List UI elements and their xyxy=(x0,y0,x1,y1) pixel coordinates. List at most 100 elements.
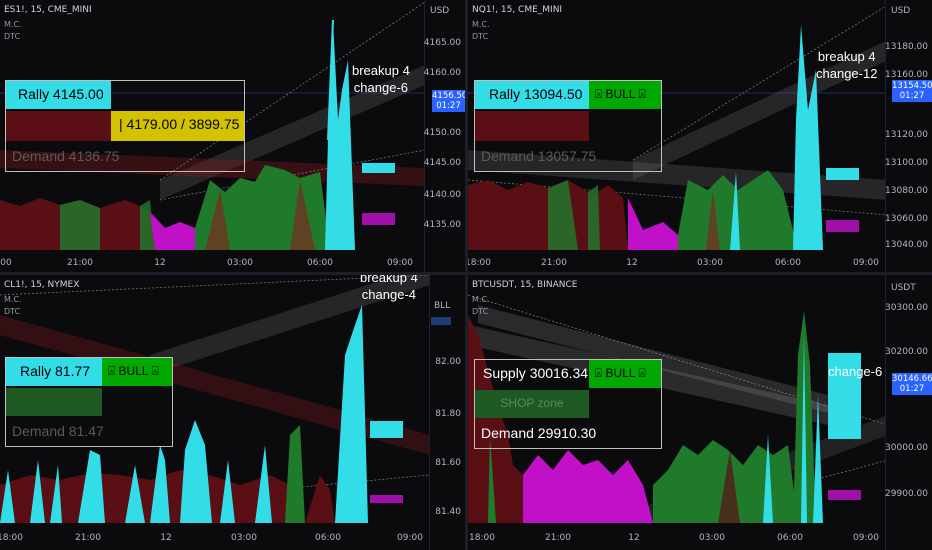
x-tick: 06:00 xyxy=(307,258,333,268)
annotation-label: breakup 4 change-6 xyxy=(352,62,410,96)
x-tick: 12 xyxy=(160,533,172,543)
symbol-label[interactable]: BTCUSDT, 15, BINANCE xyxy=(472,280,578,290)
indicator-mc[interactable]: M.C. xyxy=(4,295,22,304)
x-tick: 09:00 xyxy=(387,258,413,268)
annotation-line1: breakup 4 xyxy=(352,63,410,78)
annotation-label: change-6 xyxy=(828,363,882,380)
x-tick: 21:00 xyxy=(75,533,101,543)
y-tick: 30000.00 xyxy=(885,443,928,453)
price-axis[interactable]: USDT 30300.00 30200.00 30000.00 29900.00… xyxy=(885,275,932,550)
rally-cell: Rally 13094.50 xyxy=(475,81,589,109)
info-table: Rally 4145.00 | 4179.00 / 3899.75 Demand… xyxy=(5,80,245,172)
x-tick: 09:00 xyxy=(853,533,879,543)
bull-badge: ⍓ BULL ⍓ xyxy=(102,358,172,386)
y-tick: 29900.00 xyxy=(885,489,928,499)
shop-zone-cell: SHOP zone xyxy=(475,390,589,418)
y-tick: 4135.00 xyxy=(423,220,461,230)
indicator-mc[interactable]: M.C. xyxy=(472,20,490,29)
x-tick: 18:00 xyxy=(469,533,495,543)
y-tick: 81.40 xyxy=(435,507,461,517)
range-cell: | 4179.00 / 3899.75 xyxy=(111,111,244,141)
status-cell xyxy=(6,388,102,416)
pane-divider-horizontal[interactable] xyxy=(0,272,932,275)
symbol-label[interactable]: NQ1!, 15, CME_MINI xyxy=(472,5,563,15)
x-tick: 00 xyxy=(0,258,12,268)
bull-badge: ⍓ BULL ⍓ xyxy=(589,81,661,109)
y-tick: 82.00 xyxy=(435,357,461,367)
x-tick: 03:00 xyxy=(227,258,253,268)
rally-cell: Rally 81.77 xyxy=(6,358,102,386)
price-badge-time: 01:27 xyxy=(436,101,461,111)
y-tick: 13180.00 xyxy=(885,42,928,52)
x-tick: 21:00 xyxy=(541,258,567,268)
chart-pane-btc[interactable]: BTCUSDT, 15, BINANCE M.C. DTC USDT 30300… xyxy=(468,275,932,550)
x-tick: 06:00 xyxy=(315,533,341,543)
symbol-label[interactable]: ES1!, 15, CME_MINI xyxy=(4,5,92,15)
chart-pane-nq[interactable]: NQ1!, 15, CME_MINI M.C. DTC USD 13180.00… xyxy=(468,0,932,272)
x-tick: 18:00 xyxy=(0,533,23,543)
x-tick: 12 xyxy=(628,533,640,543)
x-tick: 21:00 xyxy=(545,533,571,543)
symbol-label[interactable]: CL1!, 15, NYMEX xyxy=(4,280,80,290)
annotation-line1: breakup 4 xyxy=(817,49,876,64)
x-tick: 06:00 xyxy=(775,258,801,268)
indicator-dtc[interactable]: DTC xyxy=(4,32,21,41)
price-badge-value: 30146.66 xyxy=(892,374,932,384)
demand-cell: Demand 13057.75 xyxy=(481,148,597,164)
x-tick: 06:00 xyxy=(777,533,803,543)
indicator-mc[interactable]: M.C. xyxy=(4,20,22,29)
price-axis[interactable]: USD 4165.00 4160.00 4150.00 4145.00 4140… xyxy=(424,0,465,272)
indicator-dtc[interactable]: DTC xyxy=(472,307,489,316)
y-tick: 13100.00 xyxy=(885,158,928,168)
currency-label: USD xyxy=(430,6,450,16)
y-tick: 81.80 xyxy=(435,409,461,419)
x-tick: 09:00 xyxy=(397,533,423,543)
price-badge-value: 13154.50 xyxy=(892,81,932,91)
x-tick: 12 xyxy=(626,258,638,268)
chart-canvas-es[interactable] xyxy=(0,0,465,272)
y-tick: 30300.00 xyxy=(885,303,928,313)
info-table: Rally 13094.50 ⍓ BULL ⍓ Demand 13057.75 xyxy=(474,80,662,172)
bull-badge: ⍓ BULL ⍓ xyxy=(589,360,661,388)
x-tick: 09:00 xyxy=(853,258,879,268)
status-cell xyxy=(6,111,111,141)
y-tick: 4140.00 xyxy=(423,190,461,200)
price-axis[interactable]: BLL 82.00 81.80 81.60 81.40 xyxy=(429,275,465,550)
annotation-line2: change-12 xyxy=(816,66,878,81)
chart-pane-cl[interactable]: CL1!, 15, NYMEX M.C. DTC BLL 82.00 81.80… xyxy=(0,275,465,550)
annotation-line2: change-4 xyxy=(361,287,417,302)
y-tick: 4160.00 xyxy=(423,68,461,78)
indicator-mc[interactable]: M.C. xyxy=(472,295,490,304)
price-badge xyxy=(431,317,451,325)
price-axis[interactable]: USD 13180.00 13160.00 13120.00 13100.00 … xyxy=(885,0,932,272)
chart-pane-es[interactable]: ES1!, 15, CME_MINI M.C. DTC USD 4165.00 … xyxy=(0,0,465,272)
x-tick: 03:00 xyxy=(231,533,257,543)
price-badge-time: 01:27 xyxy=(899,384,925,394)
x-tick: 03:00 xyxy=(699,533,725,543)
info-table: Supply 30016.34 ⍓ BULL ⍓ SHOP zone Deman… xyxy=(474,359,662,449)
indicator-dtc[interactable]: DTC xyxy=(4,307,21,316)
chart-canvas-cl[interactable] xyxy=(0,275,465,550)
demand-cell: Demand 29910.30 xyxy=(481,425,597,441)
y-tick: 13060.00 xyxy=(885,214,928,224)
y-tick: 13160.00 xyxy=(885,70,928,80)
currency-label: BLL xyxy=(434,301,451,311)
y-tick: 4145.00 xyxy=(423,158,461,168)
y-tick: 13040.00 xyxy=(885,240,928,250)
demand-cell: Demand 4136.75 xyxy=(12,148,120,164)
pane-divider-vertical[interactable] xyxy=(465,0,468,550)
y-tick: 4165.00 xyxy=(423,38,461,48)
indicator-dtc[interactable]: DTC xyxy=(472,32,489,41)
y-tick: 13120.00 xyxy=(885,130,928,140)
price-badge: 13154.50 01:27 xyxy=(892,80,932,102)
annotation-label: breakup 4 change-12 xyxy=(816,48,877,82)
annotation-label: breakup 4 change-4 xyxy=(360,275,418,303)
x-tick: 12 xyxy=(154,258,166,268)
demand-cell: Demand 81.47 xyxy=(12,423,104,439)
y-tick: 4150.00 xyxy=(423,128,461,138)
status-cell xyxy=(475,111,589,141)
annotation-line1: breakup 4 xyxy=(360,275,418,285)
price-badge: 4156.50 01:27 xyxy=(432,90,465,112)
y-tick: 81.60 xyxy=(435,458,461,468)
price-badge-time: 01:27 xyxy=(899,91,925,101)
